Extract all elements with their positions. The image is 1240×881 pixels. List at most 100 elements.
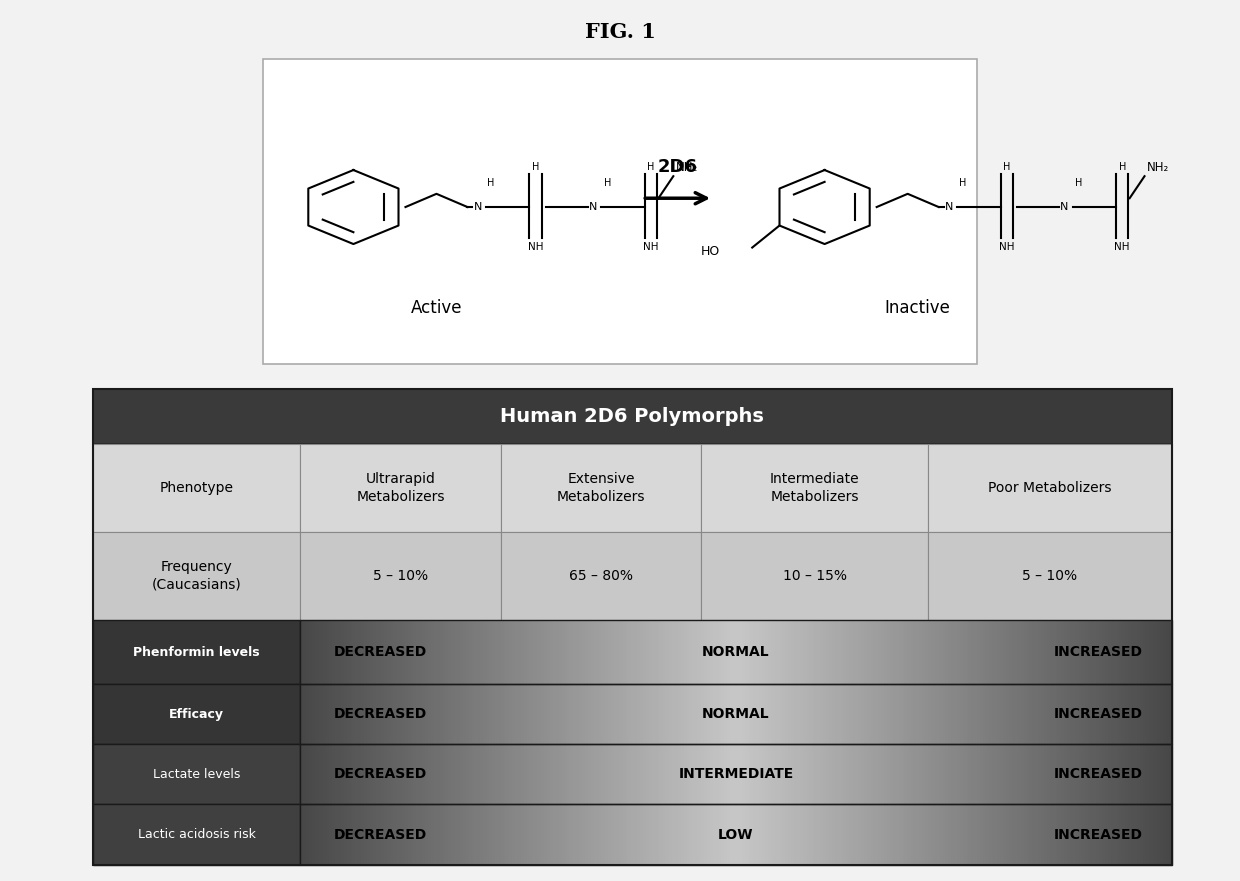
Bar xyxy=(730,744,734,804)
Bar xyxy=(707,685,711,744)
Bar xyxy=(430,804,434,865)
Bar xyxy=(547,744,551,804)
Bar xyxy=(588,685,591,744)
Bar xyxy=(387,804,391,865)
Bar xyxy=(1021,744,1024,804)
Bar xyxy=(562,620,565,685)
Bar xyxy=(1135,620,1137,685)
Bar xyxy=(748,804,751,865)
Bar xyxy=(672,620,676,685)
Bar xyxy=(1070,744,1074,804)
Bar xyxy=(776,620,780,685)
Bar xyxy=(1114,685,1117,744)
Bar xyxy=(791,804,795,865)
Bar xyxy=(983,744,987,804)
Bar xyxy=(908,804,911,865)
Bar xyxy=(811,685,815,744)
Bar xyxy=(1018,744,1022,804)
Bar xyxy=(806,685,810,744)
Bar xyxy=(649,744,652,804)
Bar xyxy=(789,804,792,865)
Bar xyxy=(335,804,339,865)
Bar xyxy=(538,620,542,685)
Bar xyxy=(1085,685,1089,744)
Bar xyxy=(1094,744,1097,804)
Bar xyxy=(791,620,795,685)
Bar xyxy=(370,804,373,865)
Bar xyxy=(800,685,804,744)
Bar xyxy=(594,804,598,865)
Bar xyxy=(356,685,358,744)
Bar xyxy=(644,620,646,685)
Bar xyxy=(625,744,629,804)
Bar xyxy=(410,685,414,744)
Bar xyxy=(596,804,600,865)
Text: Efficacy: Efficacy xyxy=(169,707,224,721)
Bar xyxy=(1114,620,1117,685)
Bar xyxy=(553,744,557,804)
Bar xyxy=(1047,804,1050,865)
Text: H: H xyxy=(487,178,495,188)
Bar xyxy=(582,620,585,685)
Bar xyxy=(1105,804,1109,865)
Bar xyxy=(957,620,960,685)
Bar xyxy=(622,804,626,865)
Bar xyxy=(1137,685,1141,744)
Bar xyxy=(413,744,417,804)
Bar xyxy=(692,685,696,744)
Bar xyxy=(402,620,405,685)
Bar xyxy=(1009,620,1013,685)
Text: Human 2D6 Polymorphs: Human 2D6 Polymorphs xyxy=(501,407,764,426)
Bar xyxy=(1122,620,1126,685)
Bar xyxy=(847,685,849,744)
Bar xyxy=(1018,685,1022,744)
Bar xyxy=(1070,685,1074,744)
Bar xyxy=(878,620,882,685)
Bar xyxy=(849,744,853,804)
Bar xyxy=(1027,804,1030,865)
Bar xyxy=(556,804,559,865)
Bar xyxy=(564,620,568,685)
Bar xyxy=(873,744,875,804)
Bar xyxy=(992,744,996,804)
Bar xyxy=(512,620,516,685)
Bar xyxy=(832,804,836,865)
Bar xyxy=(1073,804,1076,865)
Bar xyxy=(916,685,920,744)
Bar xyxy=(893,804,897,865)
Bar xyxy=(484,620,487,685)
Bar xyxy=(1169,620,1173,685)
Bar xyxy=(986,744,990,804)
Bar xyxy=(994,620,998,685)
Bar xyxy=(585,744,589,804)
Bar xyxy=(698,744,702,804)
Bar xyxy=(663,804,667,865)
Bar xyxy=(1073,744,1076,804)
Bar xyxy=(692,804,696,865)
Bar xyxy=(1090,620,1094,685)
Bar xyxy=(1135,685,1137,744)
Bar xyxy=(590,620,594,685)
Bar xyxy=(367,620,371,685)
Bar xyxy=(605,744,609,804)
Bar xyxy=(551,804,553,865)
Bar xyxy=(1059,685,1061,744)
Bar xyxy=(529,804,533,865)
Bar xyxy=(1081,685,1085,744)
Bar xyxy=(962,620,966,685)
Bar xyxy=(1128,620,1132,685)
Bar xyxy=(715,685,719,744)
Bar xyxy=(1143,744,1146,804)
Bar xyxy=(1102,804,1106,865)
Bar xyxy=(568,620,570,685)
Bar xyxy=(882,685,885,744)
Bar xyxy=(901,685,905,744)
Bar xyxy=(1050,744,1053,804)
Bar xyxy=(436,804,440,865)
Bar xyxy=(908,620,911,685)
Bar xyxy=(994,744,998,804)
Bar xyxy=(1055,620,1059,685)
Text: NORMAL: NORMAL xyxy=(702,645,770,659)
Bar xyxy=(1076,620,1080,685)
Bar xyxy=(1050,620,1053,685)
